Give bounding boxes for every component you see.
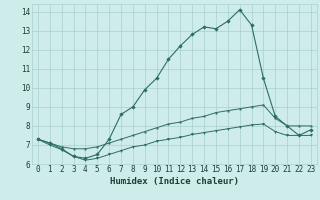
X-axis label: Humidex (Indice chaleur): Humidex (Indice chaleur) bbox=[110, 177, 239, 186]
